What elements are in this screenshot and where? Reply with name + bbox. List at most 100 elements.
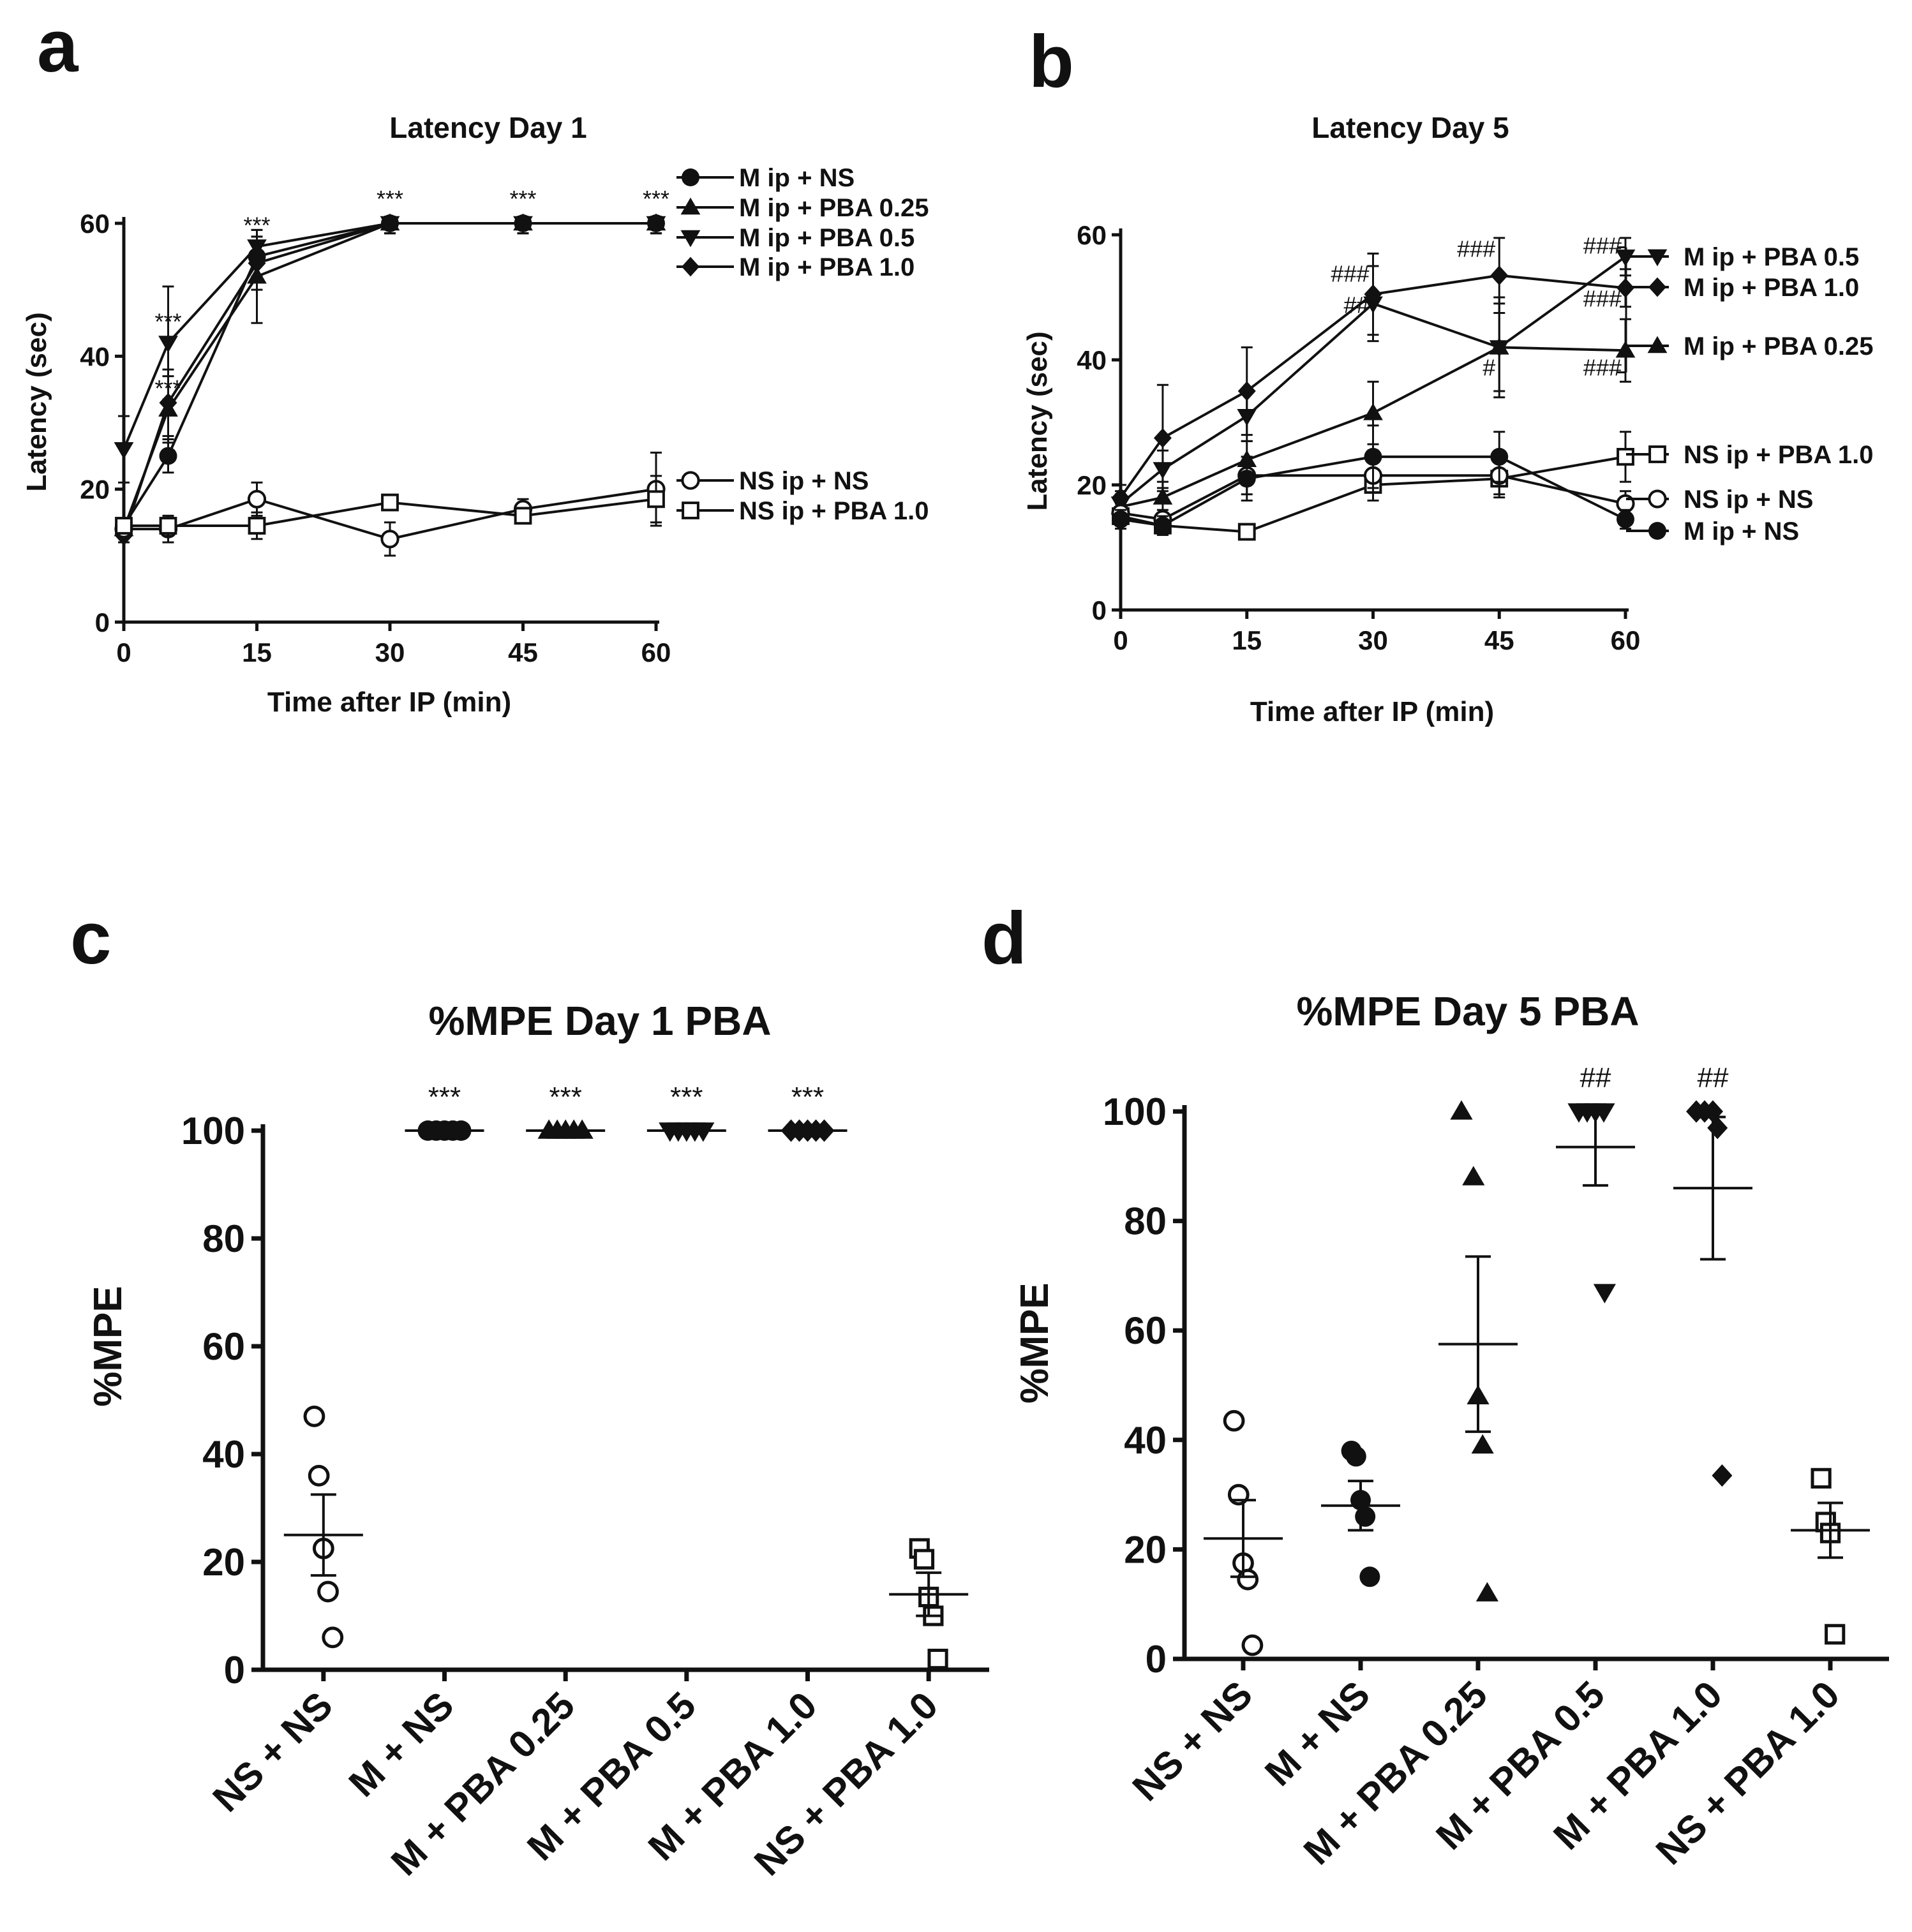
plot-c-ytick-label-80: 80 (202, 1217, 245, 1260)
plot-a-xtick-label-0: 0 (116, 637, 131, 667)
plot-b-ytick-label-0: 0 (1092, 595, 1107, 625)
plot-b-xtick-label-0: 0 (1113, 625, 1128, 655)
plot-b-legend-marker-ns-ip-pba-1-0 (1648, 445, 1666, 463)
plot-b-xtick-label-45: 45 (1484, 625, 1514, 655)
panel-letter-b: b (1029, 20, 1074, 103)
plot-d-ytick-label-80: 80 (1124, 1200, 1167, 1243)
plot-a-series-m-ip-pba-1-0-point (514, 213, 532, 234)
plot-b-ytick-label-20: 20 (1077, 470, 1107, 500)
plot-c-ytick-label-20: 20 (202, 1541, 245, 1584)
plot-a-legend-marker-ns-ip-ns (681, 471, 700, 490)
plot-b-legend-marker-m-ip-ns (1648, 522, 1666, 540)
panel-a-ylabel: Latency (sec) (21, 312, 52, 491)
plot-a-series-ns-ip-pba-1-0-point (248, 517, 266, 535)
plot-b-legend-label-m-ip-pba-1-0: M ip + PBA 1.0 (1684, 274, 1859, 302)
plot-a-series-m-ip-pba-0-5-point (114, 442, 134, 459)
panel-a-title: Latency Day 1 (389, 111, 586, 144)
plot-a-series-ns-ip-ns-point (247, 489, 267, 509)
plot-b-ytick-label-40: 40 (1077, 345, 1107, 375)
plot-a-legend-marker-ns-ip-pba-1-0 (682, 502, 699, 519)
plot-a-series-m-ip-pba-1-0-point (248, 253, 266, 273)
plot-c-ytick-label-40: 40 (202, 1433, 245, 1476)
plot-a-series-ns-ip-pba-1-0-point (647, 490, 665, 509)
plot-b-xtick-label-30: 30 (1358, 625, 1388, 655)
plot-d-significance-label: ## (1698, 1062, 1729, 1093)
panel-b-xlabel: Time after IP (min) (1250, 696, 1494, 727)
plot-c-group-m-pba-1-0 (768, 1119, 848, 1142)
plot-c-group-m-pba-0-5-point (692, 1122, 715, 1142)
plot-d-group-m-pba-1-0-point (1703, 1100, 1723, 1123)
plot-c-group-ns-ns-point (322, 1626, 344, 1649)
plot-b-series-m-ip-ns-point (1364, 447, 1382, 466)
plot-a-xtick-label-30: 30 (375, 637, 405, 667)
plot-b-legend-marker-m-ip-pba-0-5 (1647, 249, 1668, 267)
plot-d-group-m-pba-0-25-point (1475, 1582, 1498, 1601)
plot-a-legend-label-m-ip-ns: M ip + NS (739, 164, 855, 192)
plot-c-group-m-ns (405, 1120, 484, 1141)
plot-c-group-ns-pba-1-0 (889, 1538, 969, 1670)
plot-d-group-m-pba-0-25-point (1462, 1166, 1485, 1185)
plot-b-series-m-ip-pba-0-25-point (1153, 487, 1173, 505)
plot-d-group-m-ns-point (1359, 1566, 1380, 1587)
plot-c-significance-label: *** (428, 1081, 461, 1113)
plot-c-group-ns-ns (283, 1405, 363, 1649)
plot-d-group-ns-pba-1-0-point (1825, 1624, 1846, 1645)
plot-c-significance-label: *** (791, 1081, 824, 1113)
plot-b-series-m-ip-ns-point (1490, 447, 1509, 466)
panel-a: a Latency Day 1 Latency (sec) Time after… (21, 4, 929, 718)
plot-a-legend-marker-m-ip-pba-0-5 (680, 230, 701, 248)
plot-c-significance-label: *** (549, 1081, 581, 1113)
plot-b-series-m-ip-pba-1-0-line (1119, 274, 1626, 498)
plot-d-ytick-label-40: 40 (1124, 1419, 1167, 1462)
plot-d-group-m-pba-0-5 (1556, 1103, 1635, 1304)
panel-a-xlabel: Time after IP (min) (267, 687, 511, 718)
panel-letter-a: a (37, 4, 79, 87)
plot-a-ytick-label-40: 40 (80, 341, 110, 371)
panel-d-title: %MPE Day 5 PBA (1296, 988, 1639, 1034)
plot-b-series-m-ip-ns-point (1617, 510, 1634, 528)
plot-b-series-m-ip-pba-0-25-line (1120, 346, 1626, 509)
plot-a-significance-label: *** (377, 186, 403, 212)
plot-a-significance-label: *** (243, 212, 270, 239)
plot-c-group-m-pba-0-5 (646, 1122, 726, 1142)
plot-c-group-ns-pba-1-0-point (913, 1549, 935, 1570)
plot-d-group-ns-ns-point (1237, 1568, 1259, 1591)
plot-d-group-m-pba-1-0-point (1707, 1117, 1728, 1140)
plot-a-series-m-ip-pba-1-0-point (159, 392, 177, 413)
plot-b-legend-label-ns-ip-ns: NS ip + NS (1684, 486, 1813, 514)
plot-a-series-m-ip-pba-1-0-point (647, 213, 665, 234)
plot-d-ytick-label-60: 60 (1124, 1309, 1167, 1352)
plot-a-xtick-label-15: 15 (242, 637, 272, 667)
plot-a-legend-label-m-ip-pba-1-0: M ip + PBA 1.0 (739, 253, 915, 281)
plot-b-legend-label-m-ip-pba-0-25: M ip + PBA 0.25 (1684, 332, 1874, 360)
plot-a-significance-label: *** (154, 309, 181, 335)
plot-c-group-m-pba-0-25 (526, 1119, 606, 1139)
plot-b-legend-marker-m-ip-pba-0-25 (1647, 336, 1668, 353)
plot-b-series-ns-ip-pba-1-0-point (1617, 448, 1634, 466)
panel-b: b Latency Day 5 Latency (sec) Time after… (1022, 20, 1874, 727)
plot-b-series-ns-ip-pba-1-0-point (1237, 523, 1256, 541)
plot-a-series-m-ip-pba-0-5-point (158, 336, 178, 353)
plot-a-xtick-label-45: 45 (508, 637, 538, 667)
panel-c-title: %MPE Day 1 PBA (428, 998, 771, 1044)
plot-d-group-m-pba-0-25 (1438, 1100, 1518, 1601)
plot-b-ytick-label-60: 60 (1077, 220, 1107, 250)
plot-b-significance-label: ### (1583, 286, 1622, 312)
plot-d-group-m-pba-0-25-point (1471, 1434, 1494, 1454)
plot-b-significance-label: # (1483, 355, 1495, 381)
plot-d-group-ns-ns (1204, 1409, 1283, 1656)
plot-c-group-ns-ns-point (308, 1464, 330, 1487)
plot-b-legend-marker-ns-ip-ns (1648, 489, 1667, 509)
plot-d-ytick-label-100: 100 (1103, 1090, 1167, 1133)
plot-a-legend-marker-m-ip-pba-0-25 (680, 197, 701, 215)
plot-a-series-m-ip-ns-point (159, 447, 177, 465)
plot-b-series-m-ip-ns-point (1153, 516, 1172, 535)
panel-letter-d: d (982, 896, 1027, 979)
plot-b-series-m-ip-pba-0-25-point (1363, 403, 1383, 420)
plot-d-group-m-ns-point (1345, 1446, 1366, 1467)
plot-c-ytick-label-0: 0 (224, 1649, 245, 1691)
panel-a-plot: 0 20 40 60 0 15 30 45 60 *** *** *** *** *** *** M ip +… (80, 164, 929, 667)
plot-b-series-m-ip-pba-0-25-point (1489, 338, 1509, 355)
